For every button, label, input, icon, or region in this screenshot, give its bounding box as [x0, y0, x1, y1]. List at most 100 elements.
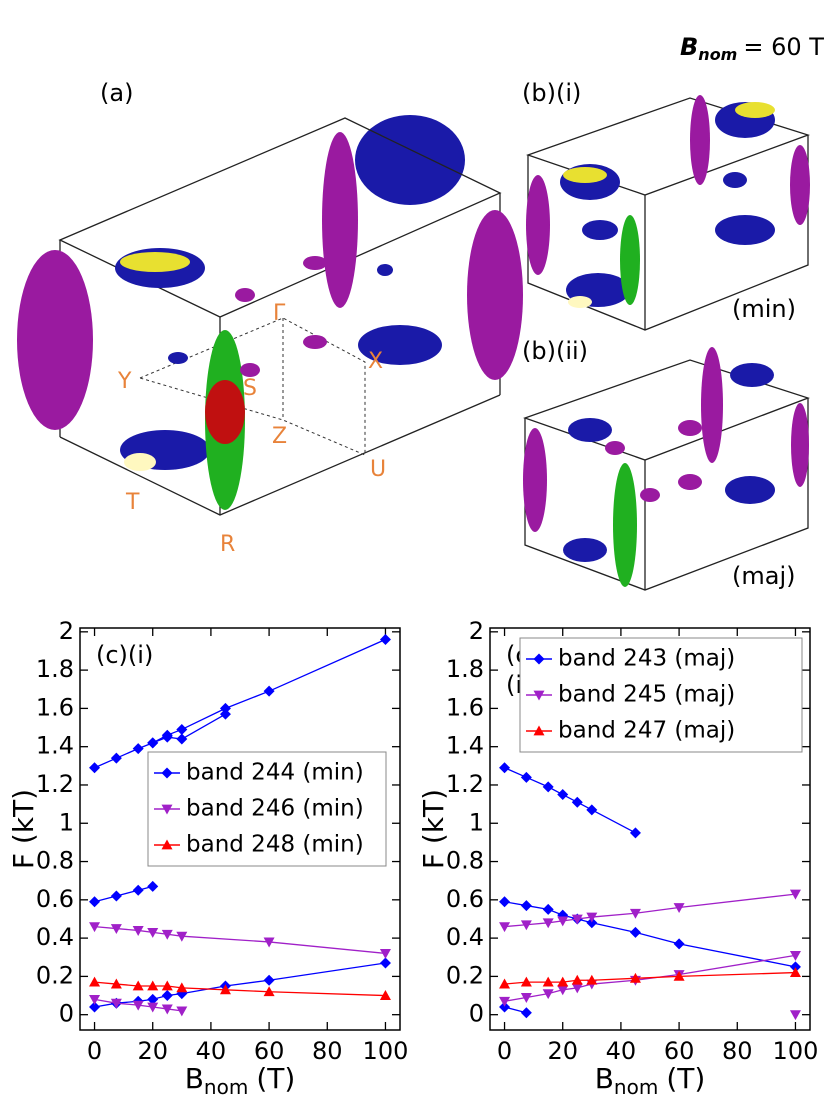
legend-box — [147, 751, 387, 867]
y-tick-label: 1.4 — [36, 732, 74, 760]
x-tick-label: 100 — [363, 1037, 409, 1065]
point-label: Γ — [273, 301, 286, 326]
fermi-surface — [790, 145, 810, 225]
data-point — [499, 922, 511, 933]
legend-marker — [161, 767, 173, 779]
data-point — [176, 723, 188, 735]
data-point — [132, 980, 144, 991]
x-tick-label: 20 — [137, 1037, 168, 1065]
fermi-surface — [725, 476, 775, 504]
data-point — [161, 1004, 173, 1015]
data-point — [110, 890, 122, 902]
panel-label: (maj) — [732, 562, 795, 590]
plot-frame — [489, 627, 811, 1031]
fermi-surface — [303, 256, 327, 270]
y-tick-label: 0.8 — [36, 847, 74, 875]
x-tick-label: 80 — [312, 1037, 343, 1065]
data-point — [219, 708, 231, 720]
legend-label: band 248 (min) — [186, 832, 364, 858]
x-label-unit: (T) — [256, 1062, 295, 1095]
fermi-surface — [358, 325, 442, 365]
data-point — [542, 989, 554, 1000]
data-point — [110, 978, 122, 989]
y-axis-label: F (kT) — [7, 789, 40, 869]
data-point — [132, 884, 144, 896]
fermi-surface — [678, 420, 702, 436]
y-tick-label: 0.4 — [446, 923, 484, 951]
data-point — [571, 914, 583, 925]
x-tick-label: 0 — [87, 1037, 102, 1065]
data-point — [89, 922, 101, 933]
data-point — [520, 1007, 532, 1019]
fermi-surface — [235, 288, 255, 302]
y-tick-label: 0 — [469, 1000, 484, 1028]
panel-a-illustration — [17, 115, 523, 516]
fermi-surface — [701, 347, 723, 463]
data-point — [542, 918, 554, 929]
data-point — [499, 762, 511, 774]
data-point — [379, 990, 391, 1000]
x-label-unit: (T) — [666, 1062, 705, 1095]
y-tick-label: 0.6 — [446, 885, 484, 913]
data-point — [542, 976, 554, 987]
fermi-surface — [563, 538, 607, 562]
fermi-surface — [377, 264, 393, 276]
fermi-surface — [523, 428, 547, 532]
fermi-surface — [563, 167, 607, 183]
point-label: U — [370, 457, 386, 482]
fermi-surface — [715, 215, 775, 245]
fermi-surface — [120, 252, 190, 272]
data-point — [629, 908, 641, 919]
data-point — [789, 961, 801, 973]
data-point — [520, 771, 532, 783]
y-tick-label: 0.8 — [446, 847, 484, 875]
box-edge — [59, 394, 501, 516]
data-point — [147, 993, 159, 1005]
fermi-surface — [613, 463, 637, 587]
y-tick-label: 1.8 — [36, 655, 74, 683]
fermi-surface — [791, 403, 809, 487]
panel-label: (b)(ii) — [522, 337, 588, 365]
y-tick-label: 1.6 — [36, 693, 74, 721]
data-point — [673, 903, 685, 913]
data-point — [263, 974, 275, 986]
y-tick-label: 1 — [59, 808, 74, 836]
data-point — [673, 938, 685, 950]
data-point — [789, 889, 801, 900]
legend-label: band 244 (min) — [186, 760, 364, 786]
x-label-base: B — [185, 1062, 204, 1095]
legend-marker — [533, 725, 545, 736]
data-point — [176, 1006, 188, 1017]
data-point — [557, 976, 569, 987]
data-point — [586, 912, 598, 923]
fermi-surface — [568, 418, 612, 442]
plot-frame — [79, 627, 401, 1031]
fermi-surface — [730, 363, 774, 387]
y-tick-label: 1.2 — [36, 770, 74, 798]
panel-label: (a) — [100, 79, 133, 107]
data-point — [219, 984, 231, 995]
data-point — [147, 980, 159, 991]
data-point — [571, 983, 583, 994]
y-tick-label: 0.4 — [36, 923, 74, 951]
fermi-surface — [303, 335, 327, 349]
y-tick-label: 1.2 — [446, 770, 484, 798]
series-line — [94, 885, 153, 903]
data-point — [586, 974, 598, 985]
legend-marker — [161, 804, 173, 815]
fermi-surface — [467, 210, 523, 380]
data-point — [89, 762, 101, 774]
sub-zone — [139, 317, 366, 456]
fermi-surface — [723, 172, 747, 188]
data-point — [789, 1010, 801, 1021]
data-point — [629, 972, 641, 983]
data-point — [673, 970, 685, 981]
y-tick-label: 1 — [469, 808, 484, 836]
data-point — [557, 985, 569, 996]
x-tick-label: 20 — [547, 1037, 578, 1065]
panel-b-ii-illustration — [523, 347, 810, 591]
data-point — [263, 986, 275, 997]
panel-label: (b)(i) — [522, 79, 581, 107]
x-tick-label: 60 — [664, 1037, 695, 1065]
